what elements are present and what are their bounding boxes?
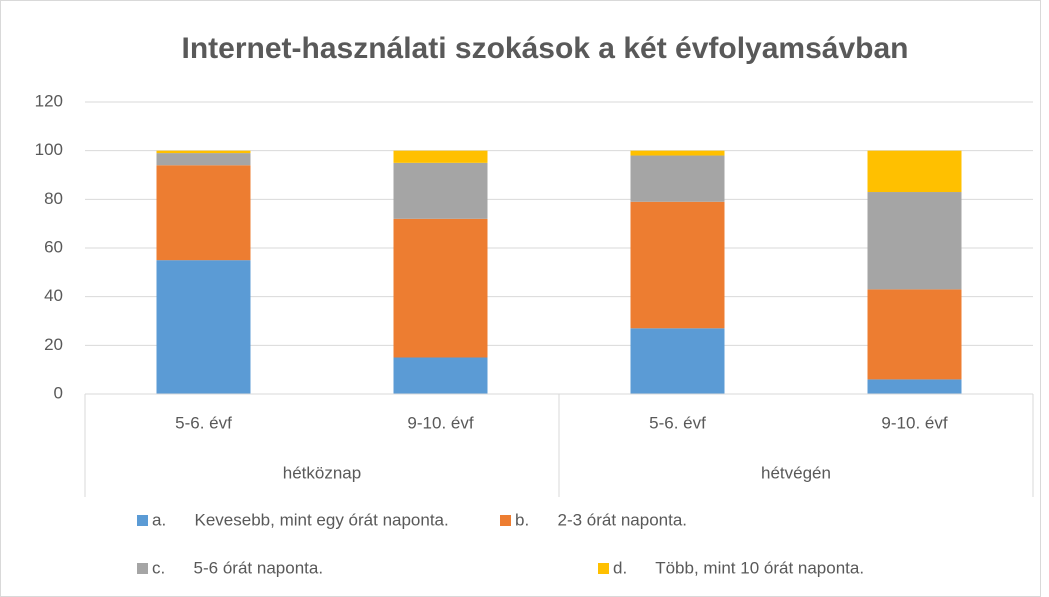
y-tick-label: 120 — [35, 91, 63, 110]
bar-segment — [156, 153, 251, 166]
legend-label: d. Több, mint 10 órát naponta. — [613, 558, 864, 577]
bar-segment — [156, 165, 251, 261]
y-tick-label: 0 — [54, 383, 63, 402]
group-label: hétköznap — [283, 463, 361, 482]
y-tick-label: 60 — [44, 237, 63, 256]
y-tick-label: 100 — [35, 140, 63, 159]
bar-segment — [156, 260, 251, 394]
legend-swatch — [137, 563, 148, 574]
x-tick-label: 9-10. évf — [881, 413, 947, 432]
y-tick-label: 40 — [44, 286, 63, 305]
legend-label: c. 5-6 órát naponta. — [152, 558, 323, 577]
legend-swatch — [598, 563, 609, 574]
legend-swatch — [500, 515, 511, 526]
bar-segment — [393, 218, 488, 358]
y-tick-label: 80 — [44, 189, 63, 208]
bar-segment — [867, 379, 962, 394]
bar-segment — [867, 192, 962, 290]
legend-label: b. 2-3 órát naponta. — [515, 510, 687, 529]
x-tick-label: 5-6. évf — [649, 413, 706, 432]
bar-segment — [630, 201, 725, 329]
legend-swatch — [137, 515, 148, 526]
x-tick-label: 9-10. évf — [407, 413, 473, 432]
bar-segment — [630, 328, 725, 394]
y-tick-label: 20 — [44, 335, 63, 354]
bar-segment — [393, 150, 488, 163]
bar-segment — [393, 162, 488, 219]
bar-segment — [630, 150, 725, 156]
x-tick-label: 5-6. évf — [175, 413, 232, 432]
bar-segment — [156, 150, 251, 154]
group-label: hétvégén — [761, 463, 831, 482]
bar-segment — [867, 150, 962, 193]
bar-segment — [867, 289, 962, 380]
chart-title: Internet-használati szokások a két évfol… — [182, 32, 909, 65]
bar-segment — [393, 357, 488, 394]
bar-segment — [630, 155, 725, 202]
legend-label: a. Kevesebb, mint egy órát naponta. — [152, 510, 449, 529]
